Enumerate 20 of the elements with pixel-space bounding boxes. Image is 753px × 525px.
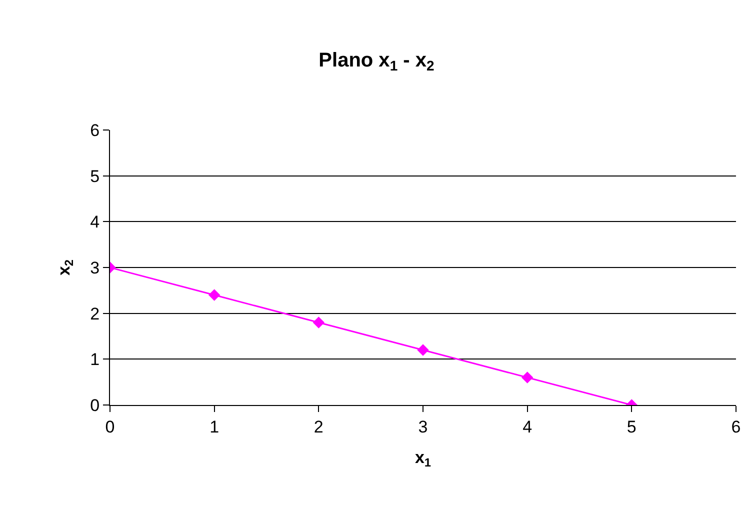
y-tick-label: 4 [90, 212, 100, 232]
y-tick-label: 5 [90, 166, 100, 186]
x-axis-title: x$_{1}$ [414, 448, 432, 470]
point [521, 372, 534, 384]
y-tick-label: 2 [90, 304, 100, 324]
x-tick-label: 2 [314, 417, 324, 436]
x-tick-label: 0 [105, 417, 115, 436]
y-tick-label: 0 [90, 396, 100, 415]
x-tick-label: 4 [522, 417, 532, 436]
point [312, 316, 325, 328]
x-tick-label: 6 [731, 417, 741, 436]
point [417, 344, 429, 356]
y-tick-label: 1 [90, 350, 100, 370]
point [208, 289, 220, 301]
x-tick-label: 5 [626, 417, 636, 436]
x-tick-label: 1 [210, 417, 220, 436]
y-tick-label: 6 [90, 120, 100, 140]
chart-title: Plano x$_{1}$ - x$_{2}$ [318, 50, 435, 74]
y-tick-label: 3 [90, 258, 100, 278]
x-tick-label: 3 [418, 417, 428, 436]
